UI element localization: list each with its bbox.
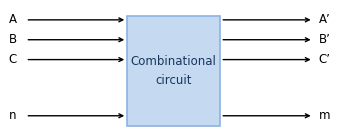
Text: C’: C’ (319, 53, 331, 66)
Text: circuit: circuit (156, 74, 192, 87)
Text: m: m (319, 109, 331, 122)
Bar (127, 16, 220, 126)
Text: B: B (8, 33, 17, 46)
Text: C: C (8, 53, 17, 66)
Text: A’: A’ (319, 13, 331, 26)
Text: Combinational: Combinational (131, 55, 217, 68)
Text: B’: B’ (319, 33, 331, 46)
Text: n: n (8, 109, 16, 122)
Text: A: A (8, 13, 17, 26)
